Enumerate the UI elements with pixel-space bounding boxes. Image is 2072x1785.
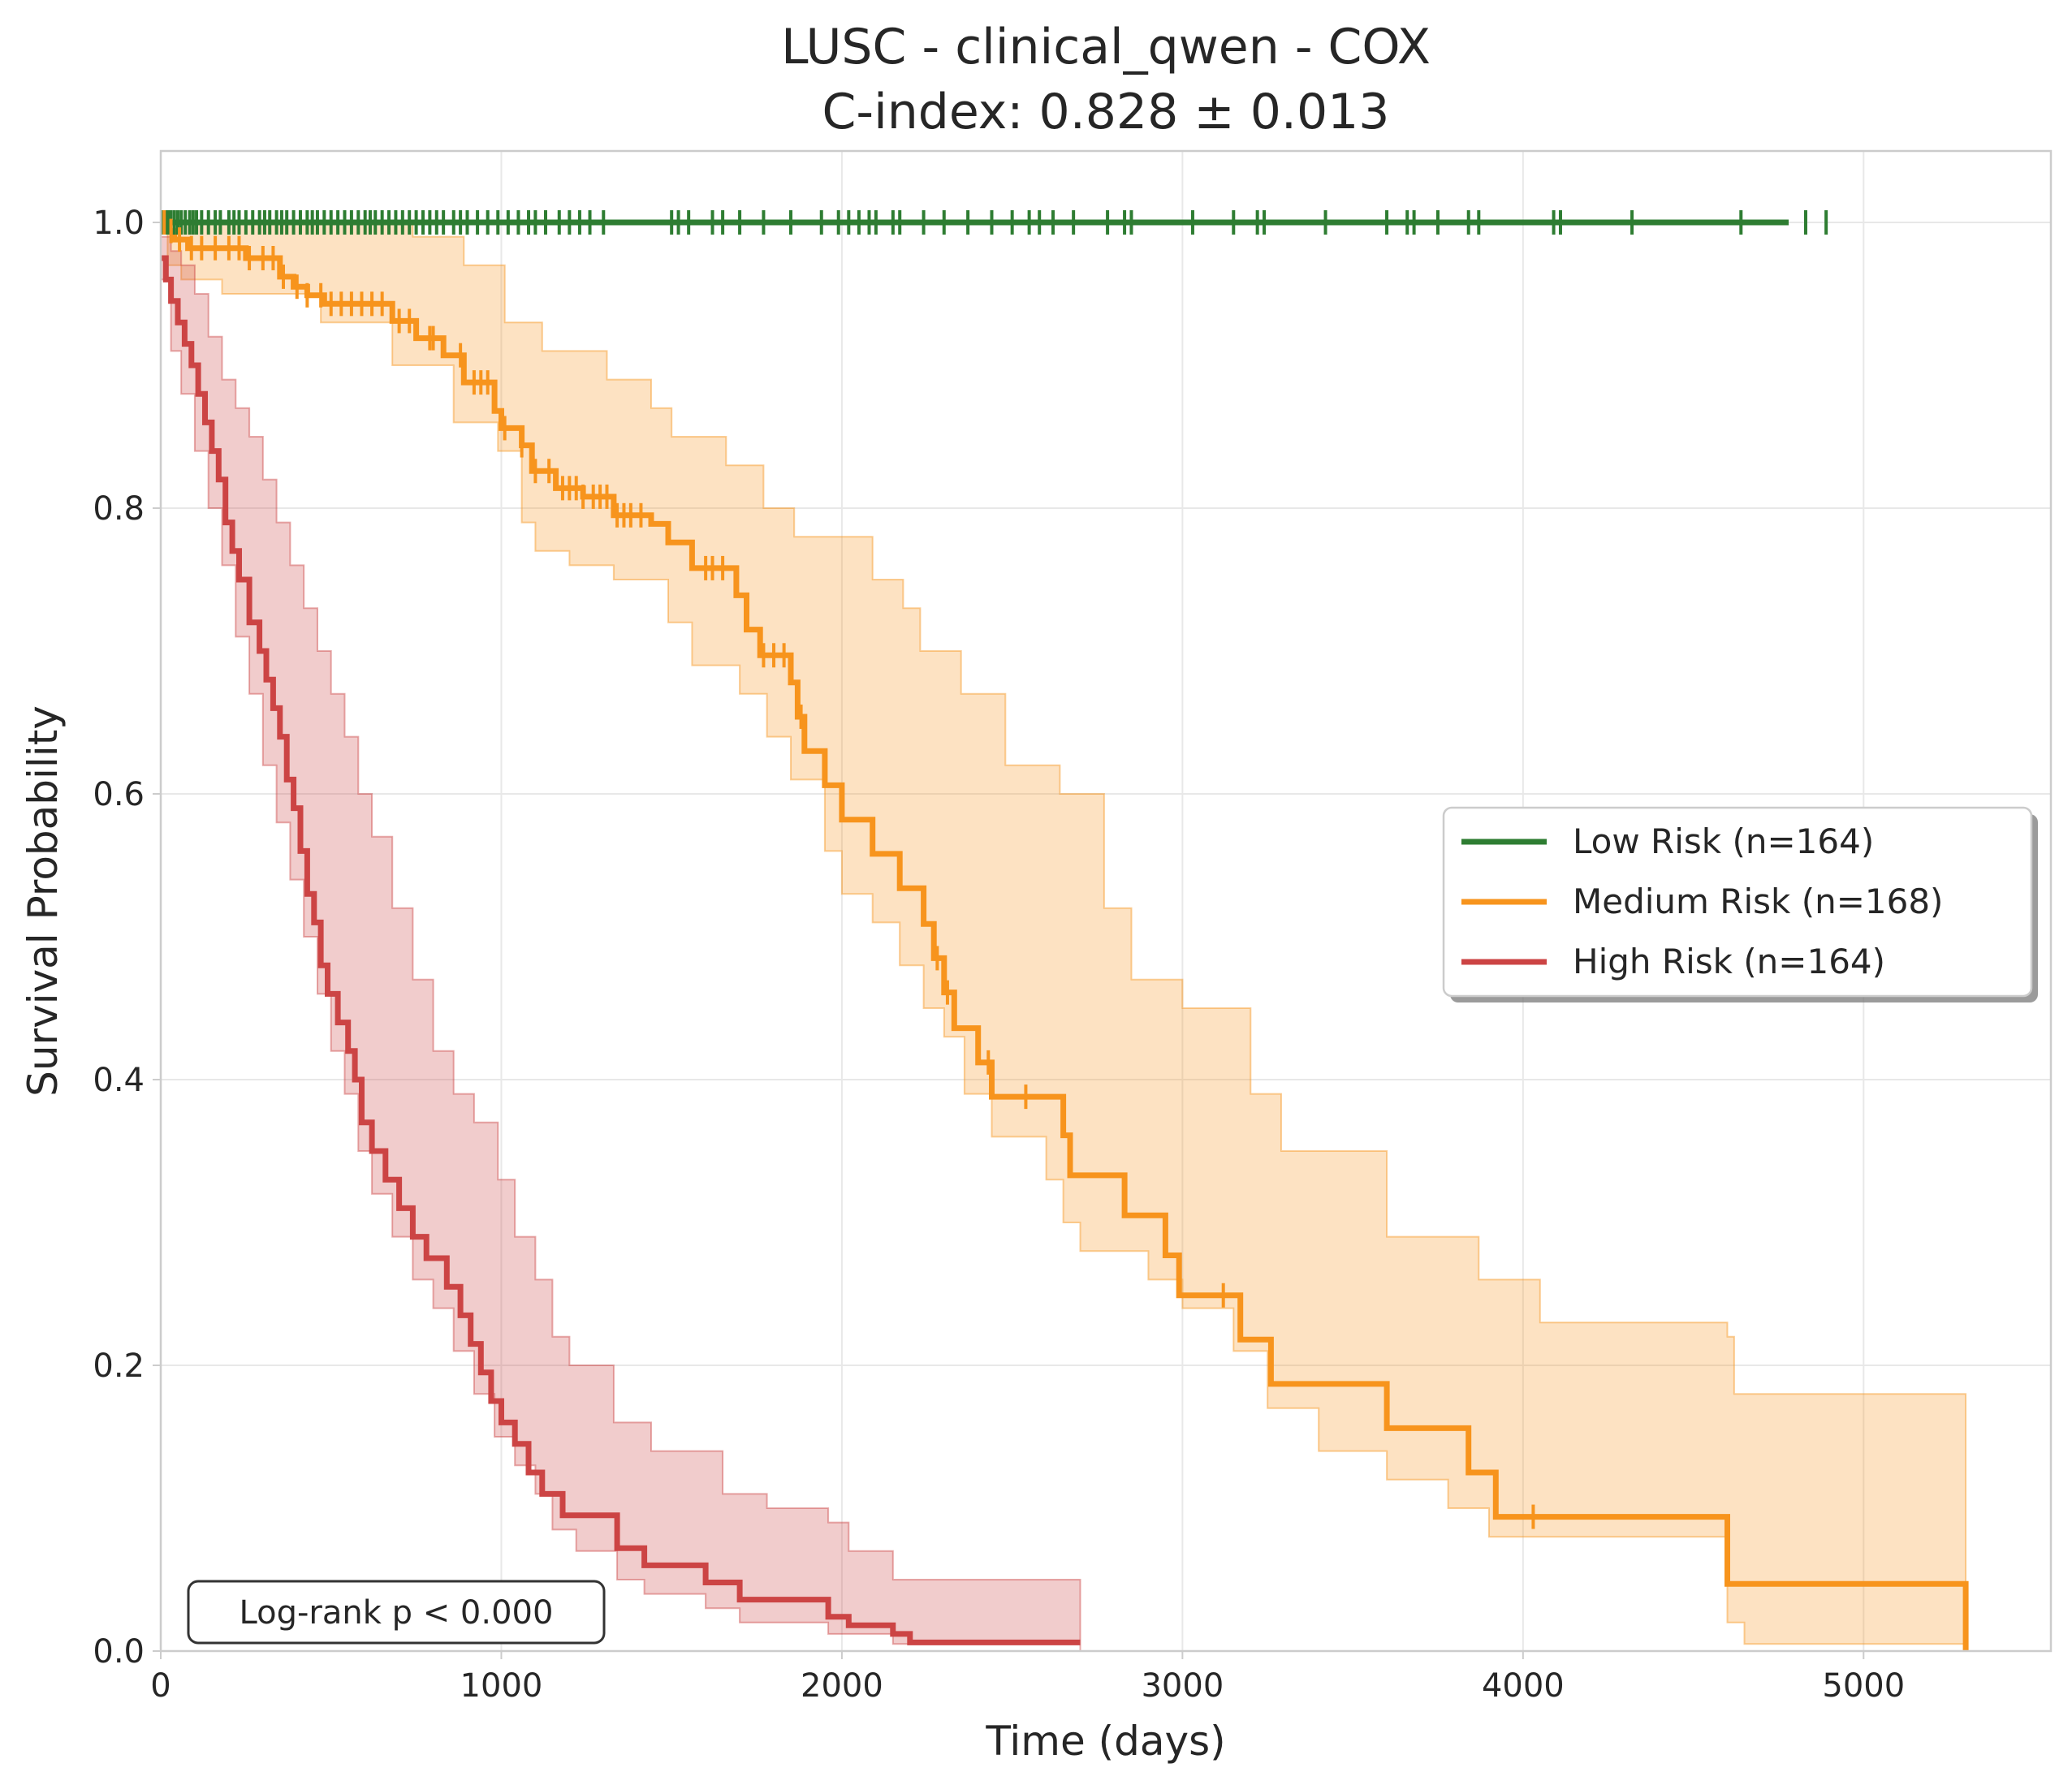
x-tick-label: 4000 bbox=[1482, 1667, 1565, 1705]
chart-title-line1: LUSC - clinical_qwen - COX bbox=[781, 19, 1431, 75]
legend-entries: Low Risk (n=164) Medium Risk (n=168) High … bbox=[1461, 821, 1943, 981]
y-tick-label: 1.0 bbox=[93, 205, 145, 242]
y-tick-label: 0.4 bbox=[93, 1062, 145, 1099]
censor-marks bbox=[161, 210, 1828, 1529]
high-risk-ci-band bbox=[160, 235, 1081, 1651]
legend-label-low: Low Risk (n=164) bbox=[1573, 821, 1874, 861]
x-tick-label: 2000 bbox=[801, 1667, 883, 1705]
y-axis-label: Survival Probability bbox=[19, 705, 67, 1097]
x-tick-label: 5000 bbox=[1822, 1667, 1905, 1705]
x-tick-label: 0 bbox=[150, 1667, 171, 1705]
annotation-text: Log-rank p < 0.000 bbox=[240, 1594, 554, 1632]
x-axis-ticks: 0 1000 2000 3000 4000 5000 bbox=[150, 1651, 1905, 1705]
survival-curves bbox=[161, 219, 1969, 1651]
plot-frame bbox=[159, 149, 2053, 1653]
y-axis-ticks: 0.0 0.2 0.4 0.6 0.8 1.0 bbox=[93, 205, 161, 1671]
x-tick-label: 1000 bbox=[460, 1667, 543, 1705]
logrank-annotation: Log-rank p < 0.000 bbox=[187, 1580, 606, 1645]
annotation-box bbox=[187, 1580, 606, 1645]
y-tick-label: 0.8 bbox=[93, 490, 145, 528]
grid bbox=[160, 151, 2051, 1652]
high-risk-curve bbox=[161, 255, 1081, 1645]
legend-label-high: High Risk (n=164) bbox=[1573, 942, 1885, 981]
y-tick-label: 0.2 bbox=[93, 1347, 145, 1385]
legend-box bbox=[1442, 806, 2033, 998]
chart-title-line2: C-index: 0.828 ± 0.013 bbox=[822, 84, 1390, 140]
legend-label-medium: Medium Risk (n=168) bbox=[1573, 882, 1943, 921]
x-axis-label: Time (days) bbox=[985, 1718, 1225, 1765]
y-tick-label: 0.6 bbox=[93, 776, 145, 813]
x-tick-label: 3000 bbox=[1141, 1667, 1224, 1705]
legend: Low Risk (n=164) Medium Risk (n=168) High … bbox=[1442, 806, 2038, 1002]
medium-risk-curve bbox=[161, 219, 1969, 1651]
y-tick-label: 0.0 bbox=[93, 1633, 145, 1671]
medium-risk-ci-band bbox=[161, 222, 1967, 1645]
